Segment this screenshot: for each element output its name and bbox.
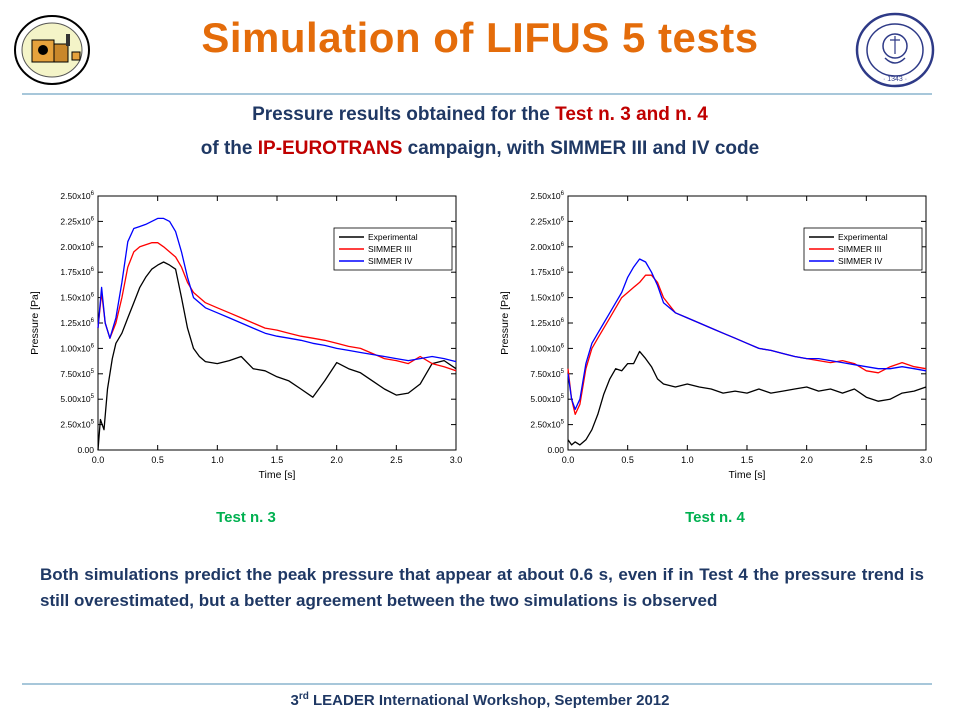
y-tick-label: 2.50x106 <box>530 191 564 201</box>
x-tick-label: 3.0 <box>920 455 933 465</box>
subtitle-line-2: of the IP-EUROTRANS campaign, with SIMME… <box>0 138 960 160</box>
x-tick-label: 0.5 <box>621 455 634 465</box>
pressure-chart-test-4: 0.00 2.50x105 5.00x105 7.50x105 1.00x106 1.25… <box>499 191 933 481</box>
x-tick-label: 2.0 <box>800 455 813 465</box>
y-tick-label: 2.00x106 <box>60 242 94 252</box>
university-seal-logo: · 1343 · <box>855 12 935 88</box>
legend-entry: SIMMER IV <box>838 256 883 266</box>
subtitle-line-2-post: campaign, with SIMMER III and IV code <box>402 138 760 159</box>
caption-test-4: Test n. 4 <box>685 509 745 526</box>
x-tick-label: 0.0 <box>562 455 575 465</box>
conclusion-text: Both simulations predict the peak pressu… <box>40 565 924 610</box>
y-tick-label: 2.25x106 <box>530 216 564 226</box>
svg-text:· 1343 ·: · 1343 · <box>883 76 907 83</box>
slide-title: Simulation of LIFUS 5 tests <box>201 14 759 61</box>
y-tick-label: 2.50x105 <box>60 420 94 430</box>
y-tick-label: 5.00x105 <box>60 394 94 404</box>
y-tick-label: 1.75x106 <box>60 267 94 277</box>
footer-divider <box>22 683 932 685</box>
footer-text: LEADER International Workshop, September… <box>308 692 670 709</box>
x-tick-label: 1.0 <box>211 455 224 465</box>
footer-ordinal: 3 <box>290 692 299 709</box>
x-tick-label: 1.5 <box>741 455 754 465</box>
y-tick-label: 1.25x106 <box>60 318 94 328</box>
footer-ordinal-suffix: rd <box>298 691 309 702</box>
x-tick-label: 0.5 <box>151 455 164 465</box>
pressure-chart-test-3: 0.00 2.50x105 5.00x105 7.50x105 1.00x106 1.25… <box>29 191 463 481</box>
y-tick-label: 2.50x105 <box>530 420 564 430</box>
x-axis-label: Time [s] <box>259 469 296 481</box>
x-tick-label: 3.0 <box>450 455 463 465</box>
subtitle-test-numbers: Test n. 3 and n. 4 <box>555 104 708 125</box>
y-tick-label: 1.00x106 <box>530 343 564 353</box>
subtitle-line-1: Pressure results obtained for the Test n… <box>0 104 960 126</box>
legend-entry: SIMMER III <box>368 244 411 254</box>
series-line-experimental <box>567 350 927 446</box>
legend-entry: SIMMER III <box>838 244 881 254</box>
caption-test-3: Test n. 3 <box>216 509 276 526</box>
institute-logo-left <box>14 15 90 85</box>
y-tick-label: 2.50x106 <box>60 191 94 201</box>
legend-entry: SIMMER IV <box>368 256 413 266</box>
y-tick-label: 1.25x106 <box>530 318 564 328</box>
x-axis-label: Time [s] <box>729 469 766 481</box>
x-tick-label: 2.5 <box>390 455 403 465</box>
header-divider <box>22 93 932 95</box>
subtitle-line-2-pre: of the <box>200 138 258 159</box>
y-axis-label: Pressure [Pa] <box>499 291 511 355</box>
legend-entry: Experimental <box>838 232 888 242</box>
y-tick-label: 1.50x106 <box>60 293 94 303</box>
series-line-experimental <box>97 261 457 451</box>
legend-entry: Experimental <box>368 232 418 242</box>
y-tick-label: 0.00 <box>547 445 564 455</box>
subtitle-campaign-name: IP-EUROTRANS <box>257 138 403 159</box>
x-tick-label: 0.0 <box>92 455 105 465</box>
y-tick-label: 7.50x105 <box>60 369 94 379</box>
x-tick-label: 2.5 <box>860 455 873 465</box>
footer: 3rd LEADER International Workshop, Septe… <box>0 691 960 709</box>
y-tick-label: 5.00x105 <box>530 394 564 404</box>
x-tick-label: 1.5 <box>271 455 284 465</box>
y-axis-label: Pressure [Pa] <box>29 291 41 355</box>
y-tick-label: 2.25x106 <box>60 216 94 226</box>
y-tick-label: 1.75x106 <box>530 267 564 277</box>
series-line-simmer-iv <box>567 258 927 411</box>
series-line-simmer-iv <box>97 217 457 363</box>
y-tick-label: 1.50x106 <box>530 293 564 303</box>
y-tick-label: 1.00x106 <box>60 343 94 353</box>
subtitle-line-1-text: Pressure results obtained for the <box>252 104 556 125</box>
y-tick-label: 2.00x106 <box>530 242 564 252</box>
y-tick-label: 0.00 <box>77 445 94 455</box>
x-tick-label: 2.0 <box>330 455 343 465</box>
x-tick-label: 1.0 <box>681 455 694 465</box>
y-tick-label: 7.50x105 <box>530 369 564 379</box>
